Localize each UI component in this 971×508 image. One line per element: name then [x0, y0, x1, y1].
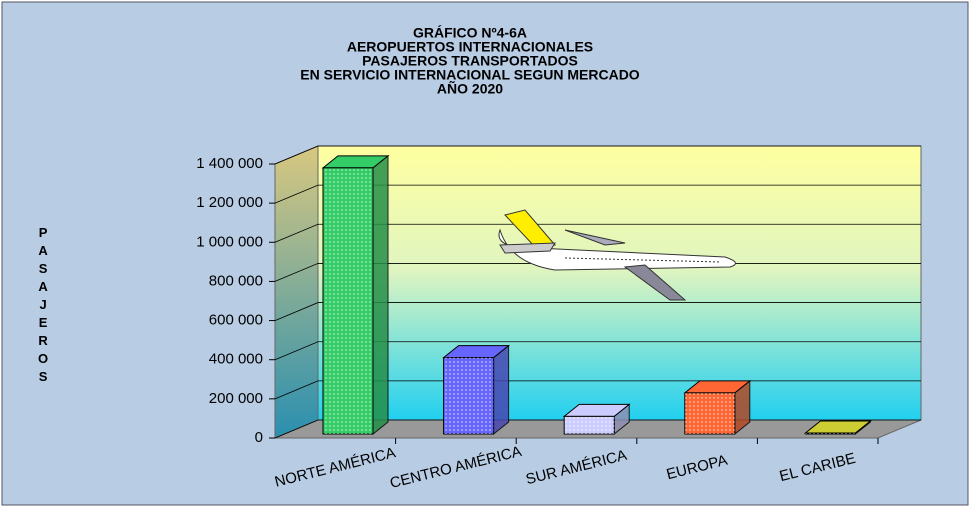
chart-title: PASAJEROS TRANSPORTADOS [362, 53, 578, 69]
y-tick-label: 200 000 [209, 390, 263, 407]
bar-side [493, 344, 510, 436]
y-tick-label: 600 000 [209, 312, 263, 329]
back-wall [317, 145, 922, 421]
y-tick-label: 1 400 000 [196, 155, 263, 172]
grid-line [274, 302, 921, 321]
grid-line [274, 184, 921, 204]
chart-title: AÑO 2020 [437, 80, 503, 97]
chart-title: EN SERVICIO INTERNACIONAL SEGUN MERCADO [300, 67, 640, 83]
y-tick-label: 0 [255, 429, 263, 446]
bar-texture [564, 416, 615, 434]
y-tick-label: 400 000 [209, 351, 263, 368]
side-wall [274, 145, 319, 439]
bar-texture [684, 392, 735, 434]
grid-line [274, 341, 921, 361]
bar-texture [805, 433, 856, 434]
y-axis-label: PASAJEROS [36, 225, 51, 387]
grid-line [274, 223, 921, 243]
chart-title: AEROPUERTOS INTERNACIONALES [347, 39, 593, 55]
y-tick-label: 1 000 000 [196, 233, 263, 250]
airplane-illustration [498, 209, 736, 301]
y-tick-label: 800 000 [209, 272, 263, 289]
bar-texture [323, 167, 373, 435]
bar-side [372, 154, 389, 436]
chart-title: GRÁFICO Nº4-6A [413, 25, 527, 41]
y-tick-label: 1 200 000 [196, 194, 263, 211]
grid-line [274, 145, 921, 165]
bar-texture [443, 357, 494, 434]
